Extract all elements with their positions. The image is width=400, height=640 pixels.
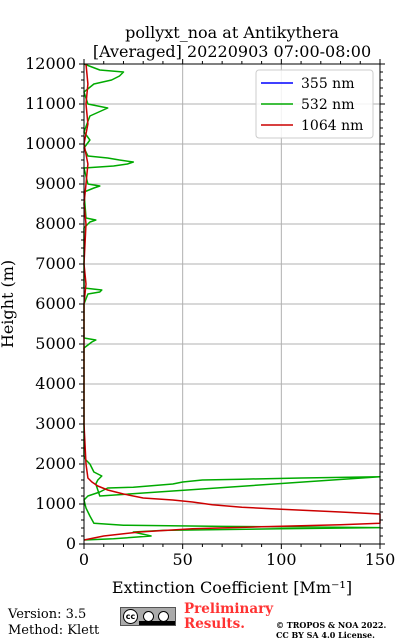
- preliminary-line1: Preliminary: [184, 601, 274, 617]
- y-tick-label: 1000: [35, 494, 76, 513]
- y-tick-label: 0: [66, 534, 76, 553]
- legend-box: [255, 69, 374, 139]
- x-tick-label: 150: [365, 550, 396, 569]
- cc-license-badge: cc: [120, 607, 176, 626]
- y-tick-label: 5000: [35, 334, 76, 353]
- legend-label-355-nm: 355 nm: [301, 76, 354, 92]
- x-tick-label: 100: [266, 550, 297, 569]
- y-tick-label: 4000: [35, 374, 76, 393]
- y-tick-label: 8000: [35, 214, 76, 233]
- axis-ticks: [79, 59, 385, 549]
- y-tick-label: 9000: [35, 174, 76, 193]
- preliminary-line2: Results.: [184, 616, 245, 632]
- series-line-1064-nm: [83, 63, 381, 541]
- extinction-profile-chart: pollyxt_noa at Antikythera [Averaged] 20…: [0, 23, 395, 597]
- license-strip: [139, 621, 175, 625]
- legend-label-532-nm: 532 nm: [301, 97, 354, 113]
- method-label: Method: Klett: [8, 623, 100, 638]
- chart-title-line2: [Averaged] 20220903 07:00-08:00: [93, 42, 371, 61]
- cc-icon: cc: [123, 609, 138, 624]
- x-tick-label: 0: [79, 550, 89, 569]
- legend: 355 nm 532 nm 1064 nm: [255, 69, 374, 139]
- y-axis-label: Height (m): [0, 260, 17, 348]
- series-lines: [83, 63, 381, 541]
- version-label: Version: 3.5: [8, 607, 87, 622]
- y-tick-label: 6000: [35, 294, 76, 313]
- chart-title-line1: pollyxt_noa at Antikythera: [125, 23, 339, 42]
- y-tick-label: 10000: [25, 134, 76, 153]
- y-tick-label: 3000: [35, 414, 76, 433]
- legend-label-1064-nm: 1064 nm: [301, 118, 363, 134]
- y-tick-label: 2000: [35, 454, 76, 473]
- footer-info: Version: 3.5 Method: Klett: [8, 607, 99, 639]
- copyright-line2: CC BY SA 4.0 License.: [276, 630, 375, 640]
- axis-tick-labels: 0 50 100 150 0 1000 2000 3000 4000 5000 6000 7000 80…: [25, 54, 395, 569]
- x-axis-label: Extinction Coefficient [Mm⁻¹]: [112, 578, 352, 597]
- y-tick-label: 7000: [35, 254, 76, 273]
- copyright-notice: © TROPOS & NOA 2022. CC BY SA 4.0 Licens…: [276, 620, 386, 640]
- x-tick-label: 50: [172, 550, 192, 569]
- y-tick-label: 11000: [25, 94, 76, 113]
- copyright-line1: © TROPOS & NOA 2022.: [276, 620, 387, 630]
- preliminary-notice: Preliminary Results.: [184, 602, 273, 632]
- series-line-532-nm: [83, 63, 381, 541]
- y-tick-label: 12000: [25, 54, 76, 73]
